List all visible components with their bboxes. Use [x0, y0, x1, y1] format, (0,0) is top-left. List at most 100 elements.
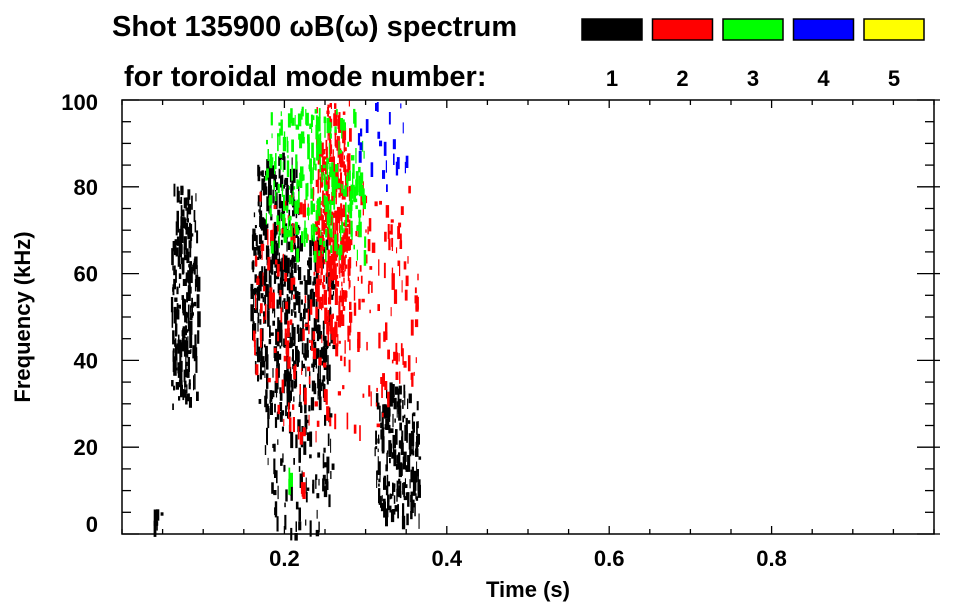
spectrum-cell	[414, 503, 416, 517]
spectrum-cell	[376, 102, 379, 112]
spectrum-cell	[308, 324, 310, 335]
spectrum-cell	[317, 199, 320, 206]
spectrum-cell	[177, 190, 180, 203]
spectrum-cell	[396, 480, 399, 497]
spectrum-cell	[275, 153, 277, 170]
region-mode-4	[357, 102, 409, 192]
spectrum-cell	[395, 429, 398, 445]
spectrum-cell	[298, 466, 301, 472]
spectrum-cell	[309, 520, 312, 537]
spectrum-cell	[344, 244, 347, 252]
spectrum-cell	[275, 275, 279, 280]
spectrum-cell	[292, 190, 294, 198]
spectrum-cell	[299, 235, 303, 252]
spectrum-cell	[336, 244, 338, 255]
spectrum-cell	[339, 263, 341, 269]
spectrum-cell	[346, 155, 348, 162]
spectrum-cell	[270, 230, 274, 247]
spectrum-cell	[261, 341, 263, 349]
spectrum-cell	[358, 209, 362, 218]
spectrum-cell	[287, 217, 290, 231]
spectrum-cell	[333, 182, 336, 198]
spectrum-cell	[316, 324, 318, 334]
spectrum-cell	[378, 478, 381, 483]
spectrum-cell	[408, 185, 411, 194]
spectrum-cell	[313, 188, 315, 196]
spectrum-cell	[279, 387, 282, 394]
spectrum-cell	[327, 174, 329, 180]
spectrum-cell	[288, 287, 292, 293]
spectrum-cell	[410, 494, 413, 503]
spectrum-cell	[330, 245, 333, 254]
spectrum-cell	[283, 355, 287, 362]
spectrum-cell	[196, 294, 200, 309]
spectrum-cell	[345, 189, 349, 197]
spectrum-cell	[304, 414, 308, 430]
y-axis-label: Frequency (kHz)	[10, 231, 35, 402]
spectrum-cell	[307, 269, 311, 285]
spectrum-cell	[363, 250, 367, 266]
spectrum-cell	[378, 488, 381, 504]
spectrum-cell	[196, 230, 199, 244]
spectrum-cell	[190, 233, 194, 237]
spectrum-cell	[185, 361, 188, 366]
spectrum-cell	[367, 226, 369, 235]
spectrum-cell	[315, 306, 318, 320]
spectrum-cell	[339, 244, 343, 256]
spectrum-cell	[280, 266, 284, 281]
spectrum-cell	[196, 265, 198, 275]
spectrum-cell	[334, 115, 338, 126]
spectrum-cell	[274, 196, 278, 210]
spectrum-cell	[259, 373, 263, 380]
spectrum-cell	[279, 402, 283, 412]
spectrum-cell	[340, 355, 343, 361]
spectrum-cell	[377, 304, 380, 311]
spectrum-cell	[391, 273, 395, 290]
spectrum-cell	[414, 295, 418, 304]
spectrum-cell	[334, 413, 337, 430]
spectrum-cell	[277, 209, 281, 227]
spectrum-cell	[175, 345, 178, 361]
spectrum-cell	[322, 282, 324, 288]
spectrum-cell	[278, 291, 281, 296]
spectrum-cell	[381, 495, 383, 502]
spectrum-cell	[269, 259, 273, 273]
spectrum-cell	[316, 509, 318, 519]
spectrum-cell	[337, 115, 341, 122]
spectrum-cell	[332, 291, 334, 296]
spectrum-cell	[315, 299, 318, 314]
spectrum-cell	[301, 363, 305, 369]
spectrum-cell	[324, 174, 326, 190]
spectrum-cell	[297, 351, 300, 363]
spectrum-cell	[188, 365, 190, 370]
spectrum-cell	[295, 434, 298, 449]
spectrum-cell	[358, 221, 362, 238]
spectrum-cell	[183, 254, 188, 261]
spectrum-cell	[178, 380, 182, 388]
spectrum-cell	[310, 288, 314, 293]
spectrum-cell	[281, 201, 285, 218]
spectrum-cell	[313, 240, 318, 258]
spectrum-cell	[256, 278, 260, 285]
spectrum-cell	[253, 233, 257, 240]
spectrum-cell	[304, 295, 307, 304]
spectrum-cell	[262, 272, 264, 286]
spectrum-cell	[365, 195, 368, 204]
spectrum-cell	[311, 128, 313, 133]
spectrum-cell	[315, 163, 317, 171]
spectrum-cell	[370, 391, 372, 407]
spectrum-cell	[256, 289, 260, 293]
spectrum-cell	[267, 310, 270, 327]
spectrum-cell	[313, 157, 316, 166]
spectrum-cell	[332, 222, 335, 239]
spectrum-cell	[172, 330, 175, 345]
spectrum-cell	[327, 310, 330, 319]
spectrum-cell	[317, 324, 321, 340]
spectrum-cell	[317, 178, 319, 194]
spectrum-cell	[266, 168, 269, 178]
spectrum-cell	[188, 222, 191, 227]
spectrum-cell	[322, 326, 325, 341]
spectrum-cell	[315, 430, 317, 443]
spectrum-cell	[297, 180, 301, 187]
spectrum-cell	[387, 406, 390, 420]
